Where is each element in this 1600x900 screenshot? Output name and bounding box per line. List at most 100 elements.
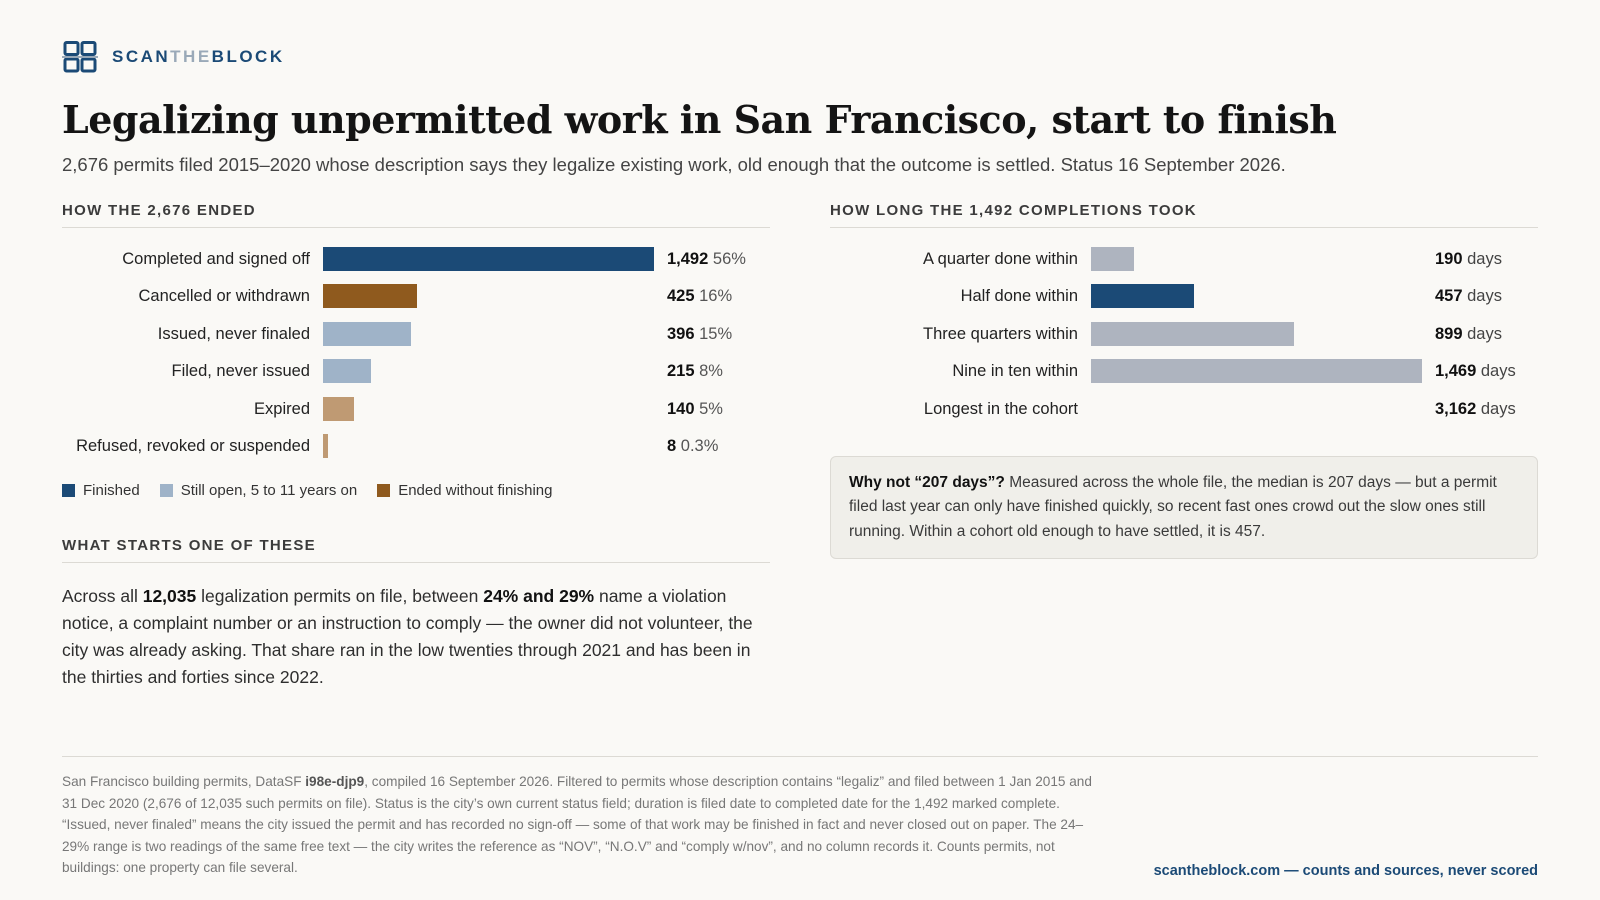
- footer: San Francisco building permits, DataSF i…: [62, 756, 1538, 879]
- bar-value-label: 140 5%: [667, 396, 723, 422]
- bar: [323, 396, 355, 421]
- bar-track: [323, 321, 654, 347]
- bar-label: Refused, revoked or suspended: [76, 437, 310, 456]
- bar-row: Filed, never issued 215 8%: [62, 358, 770, 384]
- duration-label: Nine in ten within: [952, 362, 1078, 381]
- bar-label: Issued, never finaled: [157, 324, 310, 343]
- brand: SCANTHEBLOCK: [62, 40, 1538, 74]
- bar-track: [323, 283, 654, 309]
- duration-bar: [1091, 246, 1134, 271]
- duration-number: 1,469: [1435, 362, 1477, 381]
- duration-row: Three quarters within 899 days: [830, 321, 1538, 347]
- duration-track: [1091, 358, 1422, 384]
- duration-label: Half done within: [960, 287, 1078, 306]
- duration-number: 899: [1435, 324, 1463, 343]
- bar-track: [323, 396, 654, 422]
- bar-value-label: 8 0.3%: [667, 433, 718, 459]
- bar-count: 1,492: [667, 249, 709, 268]
- duration-row: Longest in the cohort 3,162 days: [830, 396, 1538, 422]
- page-subtitle: 2,676 permits filed 2015–2020 whose desc…: [62, 153, 1286, 175]
- brand-name: SCANTHEBLOCK: [112, 47, 285, 66]
- legend-label: Finished: [83, 481, 140, 499]
- duration-row: A quarter done within 190 days: [830, 246, 1538, 272]
- bar-percent: 0.3%: [680, 437, 719, 456]
- legend-entry: Finished: [62, 482, 140, 499]
- bar-value-label: 215 8%: [667, 358, 723, 384]
- legend-entry: Still open, 5 to 11 years on: [159, 481, 358, 499]
- bar-row: Refused, revoked or suspended 8 0.3%: [62, 433, 770, 459]
- median-note: Why not “207 days”? Measured across the …: [830, 455, 1538, 560]
- footer-tagline: scantheblock.com — counts and sources, n…: [1153, 862, 1538, 879]
- bar: [323, 246, 654, 271]
- bar-percent: 8%: [699, 362, 723, 381]
- duration-unit: days: [1476, 399, 1516, 418]
- bar-label: Expired: [254, 399, 310, 418]
- bar-row: Cancelled or withdrawn 425 16%: [62, 283, 770, 309]
- duration-track: [1091, 283, 1422, 309]
- legend-entry: Ended without finishing: [377, 482, 552, 499]
- duration-label: Longest in the cohort: [923, 399, 1078, 418]
- bar: [323, 434, 328, 459]
- page-title: Legalizing unpermitted work in San Franc…: [62, 97, 1337, 142]
- duration-unit: days: [1476, 362, 1516, 381]
- bar-label: Filed, never issued: [171, 362, 311, 381]
- bar-label: Completed and signed off: [122, 249, 310, 268]
- left-column: HOW THE 2,676 ENDED Completed and signed…: [62, 202, 770, 691]
- outcomes-legend: Finished Still open, 5 to 11 years on Ende…: [62, 482, 770, 499]
- legend-swatch: [159, 483, 173, 497]
- starts-heading: WHAT STARTS ONE OF THESE: [62, 537, 770, 563]
- bar-value-label: 1,492 56%: [667, 246, 746, 272]
- duration-label: A quarter done within: [922, 249, 1078, 268]
- duration-bar: [1091, 321, 1294, 346]
- page: SCANTHEBLOCK Legalizing unpermitted work…: [62, 40, 1538, 722]
- bar-track: [323, 246, 654, 272]
- bar-value-label: 396 15%: [667, 321, 732, 347]
- legend-swatch: [62, 483, 75, 497]
- duration-value: 457 days: [1435, 283, 1502, 309]
- duration-unit: days: [1462, 287, 1502, 306]
- footer-source-text: San Francisco building permits, DataSF i…: [62, 774, 1092, 875]
- bar-count: 425: [667, 287, 695, 306]
- duration-unit: days: [1462, 249, 1502, 268]
- bar-percent: 15%: [699, 324, 733, 343]
- legend-swatch: [377, 483, 391, 497]
- bar: [323, 284, 418, 309]
- bar-track: [323, 358, 654, 384]
- duration-number: 190: [1435, 249, 1463, 268]
- starts-text: Across all 12,035 legalization permits o…: [62, 585, 753, 687]
- bar-value-label: 425 16%: [667, 283, 732, 309]
- duration-label: Three quarters within: [923, 324, 1078, 343]
- bar-count: 140: [667, 399, 695, 418]
- grid-logo-icon: [62, 41, 98, 73]
- duration-track: [1091, 246, 1422, 272]
- bar: [323, 359, 371, 384]
- duration-value: 3,162 days: [1435, 396, 1516, 422]
- duration-bar: [1091, 284, 1194, 309]
- duration-row: Half done within 457 days: [830, 283, 1538, 309]
- bar-track: [323, 433, 654, 459]
- duration-row: Nine in ten within 1,469 days: [830, 358, 1538, 384]
- bar-percent: 56%: [712, 249, 746, 268]
- duration-value: 190 days: [1435, 246, 1502, 272]
- duration-number: 3,162: [1435, 399, 1477, 418]
- duration-bar: [1091, 359, 1422, 384]
- outcomes-heading: HOW THE 2,676 ENDED: [62, 202, 770, 228]
- bar-count: 215: [667, 362, 695, 381]
- bar-percent: 16%: [699, 287, 733, 306]
- bar-row: Completed and signed off 1,492 56%: [62, 246, 770, 272]
- bar-label: Cancelled or withdrawn: [138, 287, 310, 306]
- durations-chart: A quarter done within 190 days Half done w…: [830, 246, 1538, 436]
- bar-row: Issued, never finaled 396 15%: [62, 321, 770, 347]
- duration-track: [1091, 321, 1422, 347]
- bar-row: Expired 140 5%: [62, 396, 770, 422]
- starts-section: WHAT STARTS ONE OF THESE Across all 12,0…: [62, 537, 770, 691]
- durations-heading: HOW LONG THE 1,492 COMPLETIONS TOOK: [830, 202, 1538, 228]
- outcomes-chart: Completed and signed off 1,492 56% Cancell…: [62, 246, 770, 476]
- right-column: HOW LONG THE 1,492 COMPLETIONS TOOK A qu…: [830, 202, 1538, 560]
- bar: [323, 321, 411, 346]
- bar-percent: 5%: [699, 399, 723, 418]
- duration-value: 899 days: [1435, 321, 1502, 347]
- duration-number: 457: [1435, 287, 1463, 306]
- legend-label: Still open, 5 to 11 years on: [180, 481, 358, 499]
- duration-value: 1,469 days: [1435, 358, 1516, 384]
